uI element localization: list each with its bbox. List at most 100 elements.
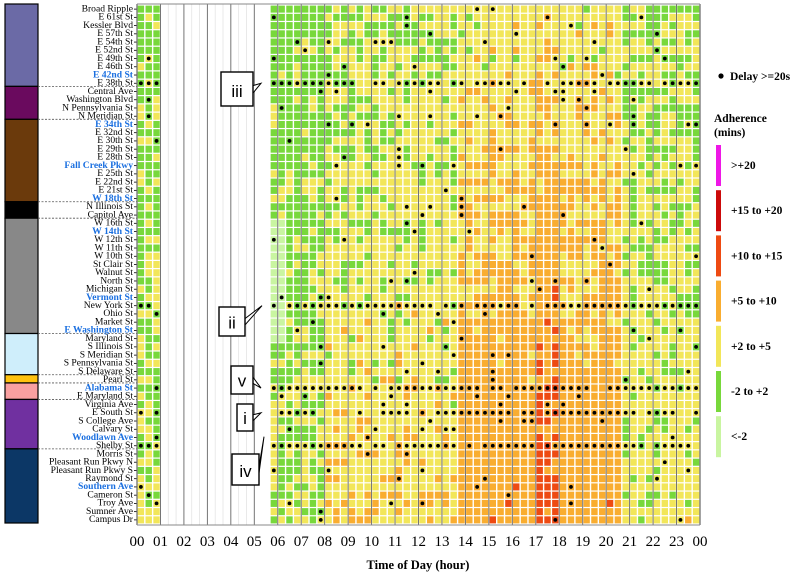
heatmap-cell bbox=[466, 153, 473, 161]
stop-label: E Washington St bbox=[64, 325, 133, 336]
delay-dot bbox=[436, 443, 440, 448]
heatmap-cell bbox=[419, 236, 426, 244]
heatmap-cell bbox=[153, 508, 160, 516]
heatmap-cell bbox=[653, 326, 661, 334]
delay-dot bbox=[287, 303, 292, 308]
delay-dot bbox=[670, 410, 675, 415]
heatmap-cell bbox=[692, 170, 700, 178]
heatmap-cell bbox=[434, 351, 442, 359]
heatmap-cell bbox=[567, 203, 575, 211]
heatmap-cell bbox=[536, 13, 543, 21]
heatmap-cell bbox=[559, 277, 567, 285]
heatmap-cell bbox=[387, 293, 395, 301]
heatmap-cell bbox=[294, 129, 301, 137]
heatmap-cell bbox=[575, 112, 583, 120]
heatmap-cell bbox=[356, 508, 364, 516]
heatmap-cell bbox=[145, 269, 152, 277]
heatmap-cell bbox=[575, 22, 583, 30]
heatmap-cell bbox=[434, 302, 442, 310]
heatmap-cell bbox=[513, 13, 520, 21]
heatmap-cell bbox=[286, 170, 293, 178]
heatmap-cell bbox=[333, 153, 340, 161]
heatmap-cell bbox=[661, 376, 669, 384]
heatmap-cell bbox=[309, 104, 317, 112]
heatmap-cell bbox=[638, 466, 645, 474]
heatmap-cell bbox=[638, 55, 645, 63]
heatmap-cell bbox=[145, 499, 152, 507]
heatmap-cell bbox=[333, 186, 340, 194]
heatmap-cell bbox=[403, 120, 410, 128]
delay-dot bbox=[655, 410, 659, 415]
heatmap-cell bbox=[427, 120, 434, 128]
delay-dot bbox=[615, 303, 620, 308]
heatmap-cell bbox=[489, 104, 496, 112]
stop-label: W 14th St bbox=[92, 226, 134, 237]
heatmap-cell bbox=[638, 516, 645, 524]
heatmap-cell bbox=[356, 46, 364, 54]
delay-dot bbox=[483, 312, 487, 316]
heatmap-cell bbox=[466, 145, 473, 153]
heatmap-cell bbox=[403, 516, 410, 524]
heatmap-cell bbox=[685, 186, 692, 194]
heatmap-cell bbox=[380, 516, 387, 524]
heatmap-cell bbox=[520, 376, 528, 384]
delay-dot bbox=[404, 386, 409, 390]
heatmap-cell bbox=[364, 269, 371, 277]
heatmap-cell bbox=[294, 162, 301, 170]
heatmap-cell bbox=[622, 417, 629, 425]
heatmap-cell bbox=[528, 153, 536, 161]
heatmap-cell bbox=[622, 499, 629, 507]
heatmap-cell bbox=[583, 433, 590, 442]
heatmap-cell bbox=[630, 491, 637, 499]
heatmap-cell bbox=[583, 137, 590, 145]
heatmap-cell bbox=[450, 450, 457, 458]
heatmap-cell bbox=[622, 458, 629, 466]
heatmap-cell bbox=[309, 153, 317, 161]
heatmap-cell bbox=[301, 5, 309, 13]
delay-dot bbox=[475, 81, 480, 86]
heatmap-cell bbox=[278, 491, 285, 499]
heatmap-cell bbox=[466, 162, 473, 170]
heatmap-cell bbox=[528, 318, 536, 326]
heatmap-cell bbox=[692, 466, 700, 474]
heatmap-cell bbox=[599, 401, 606, 409]
heatmap-cell bbox=[622, 120, 629, 128]
heatmap-cell bbox=[536, 96, 543, 104]
heatmap-cell bbox=[325, 318, 332, 326]
heatmap-cell bbox=[137, 343, 145, 351]
heatmap-cell bbox=[528, 170, 536, 178]
heatmap-cell bbox=[559, 104, 567, 112]
heatmap-cell bbox=[583, 368, 590, 376]
heatmap-cell bbox=[434, 30, 442, 38]
heatmap-cell bbox=[419, 516, 426, 524]
heatmap-cell bbox=[270, 516, 278, 524]
delay-dot bbox=[506, 394, 511, 399]
heatmap-cell bbox=[427, 153, 434, 161]
heatmap-cell bbox=[661, 219, 669, 227]
heatmap-cell bbox=[294, 236, 301, 244]
heatmap-cell bbox=[395, 137, 403, 145]
heatmap-cell bbox=[341, 310, 348, 318]
x-tick-label: 04 bbox=[223, 534, 239, 550]
heatmap-cell bbox=[387, 269, 395, 277]
stop-label: Michigan St bbox=[86, 284, 134, 295]
heatmap-cell bbox=[403, 466, 410, 474]
heatmap-cell bbox=[536, 236, 543, 244]
heatmap-cell bbox=[645, 499, 653, 507]
heatmap-cell bbox=[364, 475, 371, 483]
heatmap-cell bbox=[638, 326, 645, 334]
heatmap-cell bbox=[677, 120, 684, 128]
x-tick-label: 02 bbox=[176, 534, 191, 550]
heatmap-cell bbox=[458, 368, 465, 376]
heatmap-cell bbox=[278, 13, 285, 21]
heatmap-cell bbox=[575, 87, 583, 96]
heatmap-cell bbox=[575, 318, 583, 326]
delay-dot bbox=[483, 410, 487, 415]
delay-dot bbox=[279, 386, 284, 390]
heatmap-cell bbox=[286, 153, 293, 161]
heatmap-cell bbox=[348, 252, 356, 260]
heatmap-cell bbox=[341, 516, 348, 524]
heatmap-cell bbox=[317, 137, 324, 145]
delay-dot bbox=[576, 303, 581, 308]
heatmap-cell bbox=[559, 22, 567, 30]
